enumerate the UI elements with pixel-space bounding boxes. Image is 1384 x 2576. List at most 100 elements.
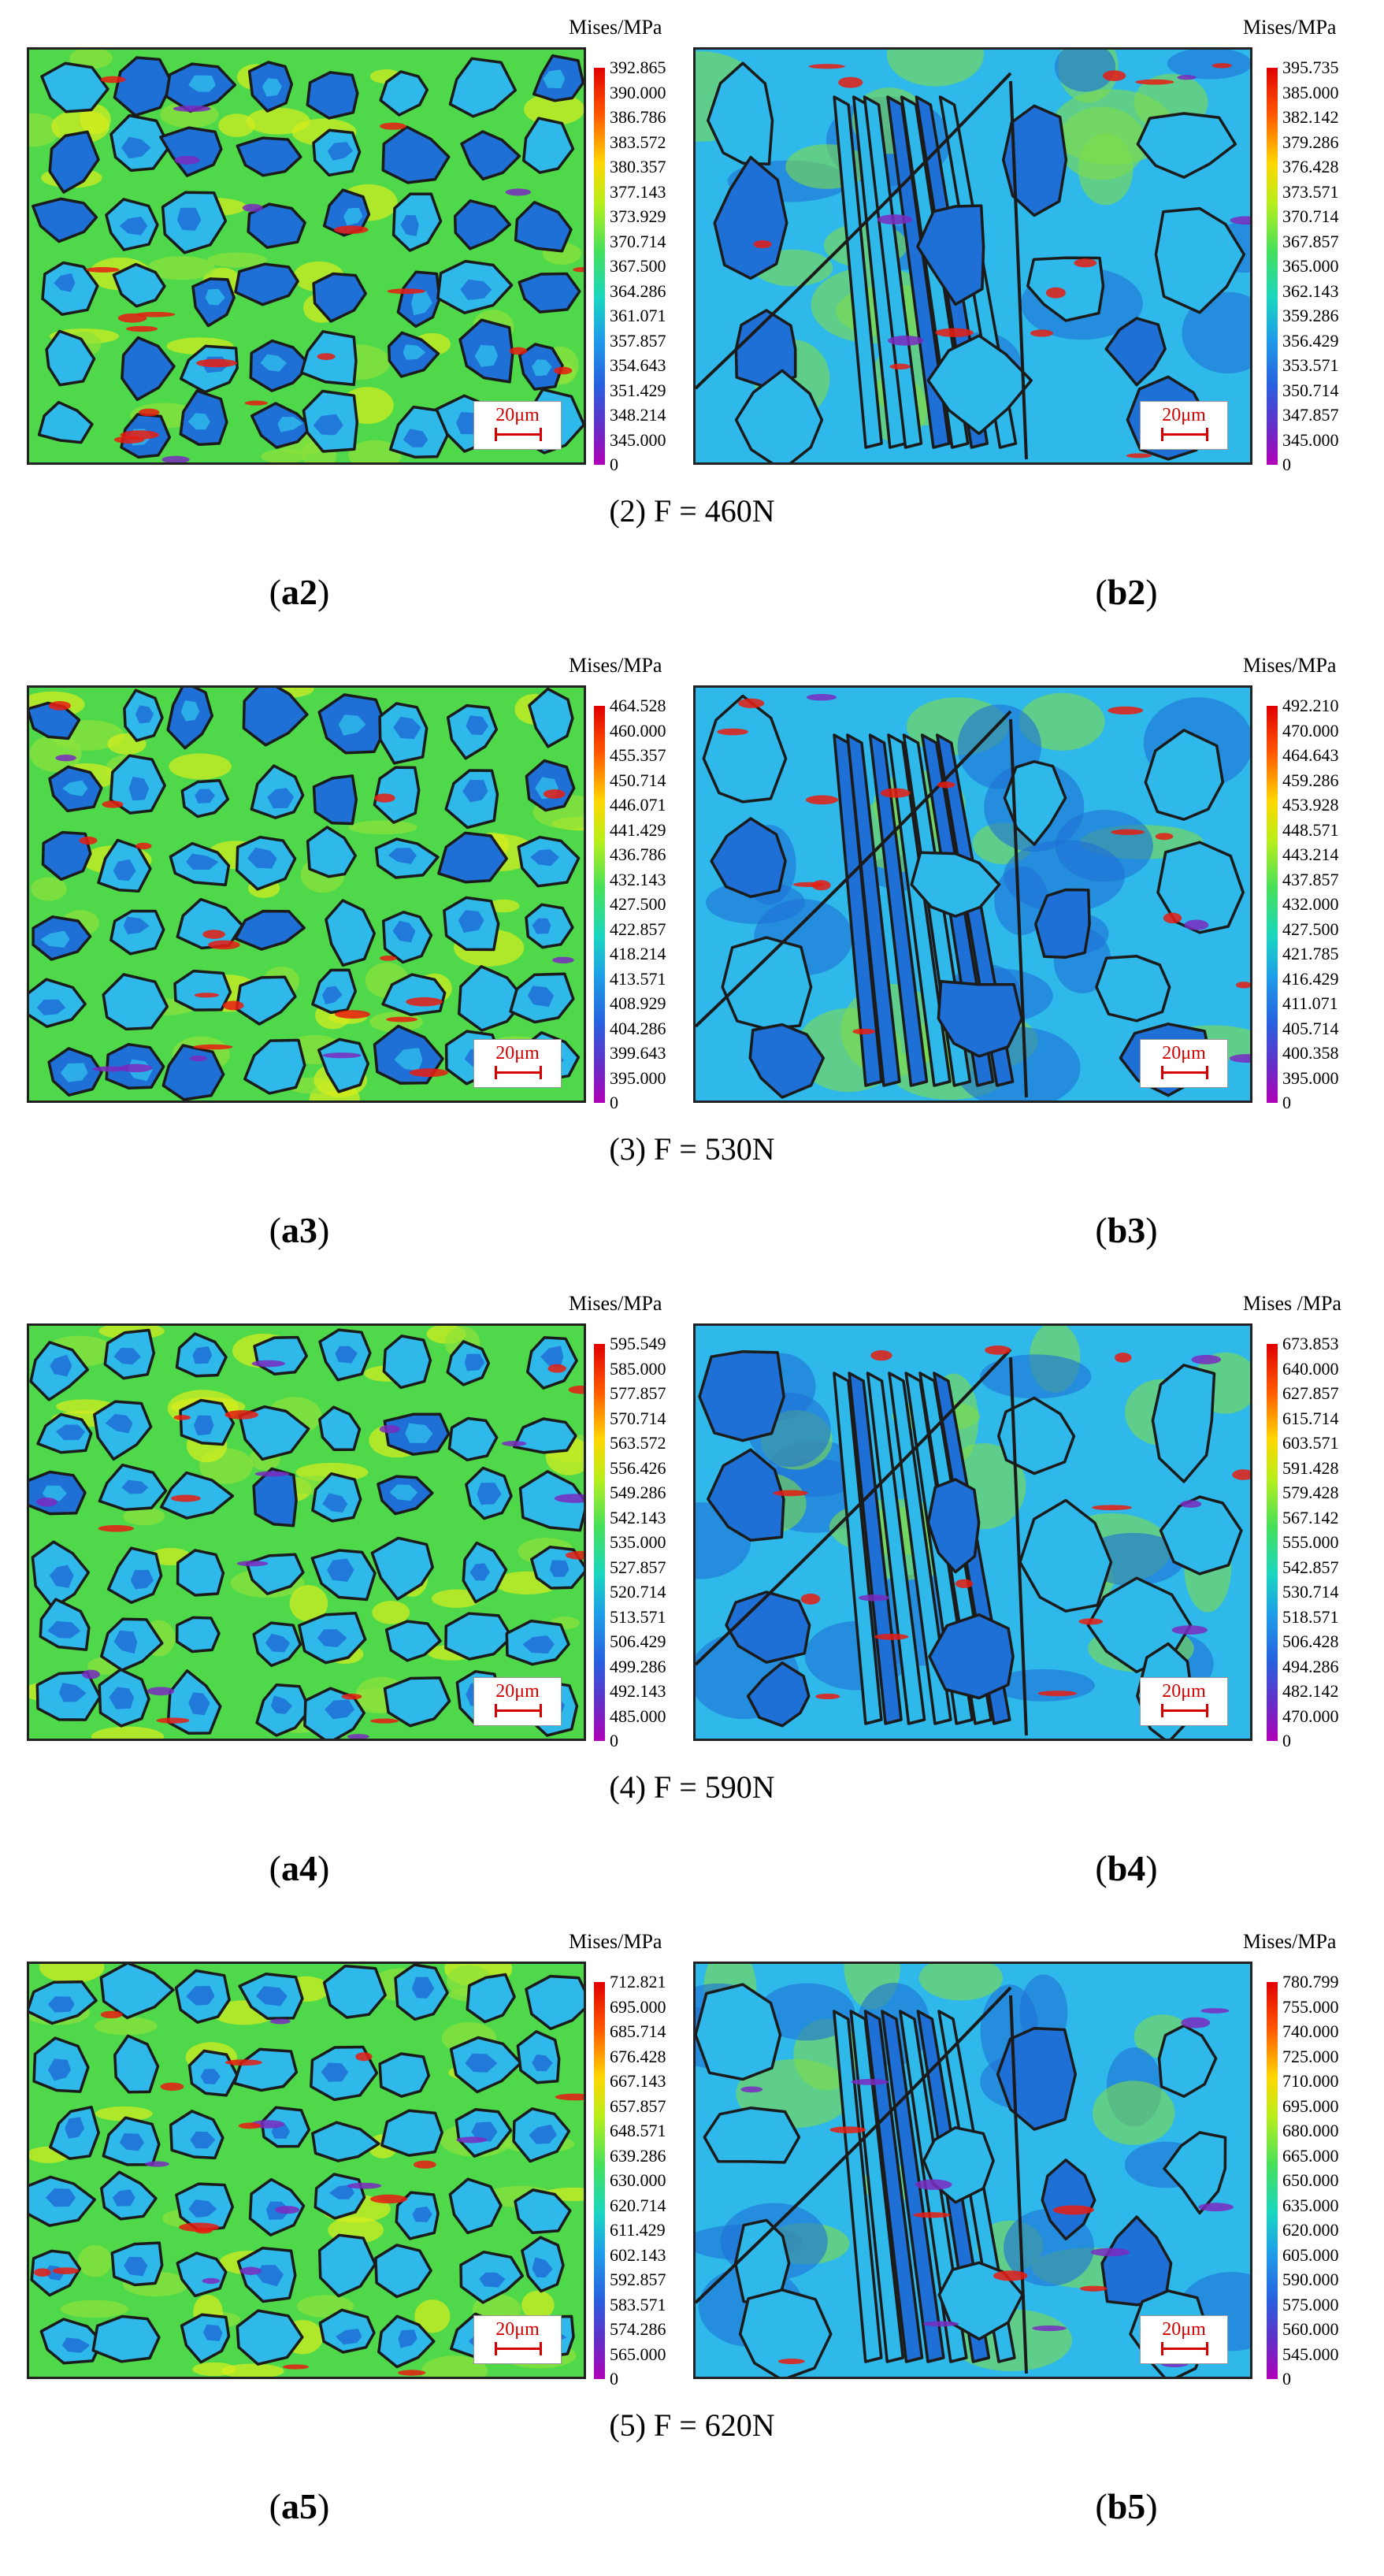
colorbar-tick-label: 411.071 bbox=[1282, 993, 1338, 1013]
colorbar-tick-label: 348.214 bbox=[610, 405, 666, 425]
colorbar-tick-label: 365.000 bbox=[1282, 256, 1339, 276]
scale-bar-b4: 20μm bbox=[1140, 1677, 1228, 1726]
colorbar-tick-label: 404.286 bbox=[610, 1018, 666, 1038]
colorbar-tick-label: 513.571 bbox=[610, 1606, 666, 1627]
colorbar-tick-label: 364.286 bbox=[610, 280, 666, 301]
colorbar-tick-label: 506.428 bbox=[1282, 1631, 1339, 1651]
colorbar-tick-label: 494.286 bbox=[1282, 1656, 1339, 1676]
colorbar-tick-label: 390.000 bbox=[610, 82, 666, 102]
stress-map-a5: 20μm bbox=[27, 1962, 586, 2379]
colorbar-tick-label: 0 bbox=[1282, 1731, 1291, 1750]
stress-map-b5: 20μm bbox=[693, 1962, 1252, 2379]
panel-label-a: (a5) bbox=[269, 2486, 330, 2526]
colorbar-tick-label: 373.929 bbox=[610, 206, 666, 226]
colorbar-tick-label: 542.857 bbox=[1282, 1557, 1339, 1577]
legend-title-a: Mises/MPa bbox=[569, 654, 662, 677]
colorbar-tick-label: 648.571 bbox=[610, 2121, 666, 2140]
colorbar-tick-label: 563.572 bbox=[610, 1433, 666, 1453]
colorbar-tick-label: 455.357 bbox=[610, 745, 666, 765]
colorbar-tick-label: 579.428 bbox=[1282, 1483, 1339, 1502]
colorbar-tick-label: 556.426 bbox=[610, 1457, 666, 1478]
colorbar-tick-label: 405.714 bbox=[1282, 1018, 1339, 1038]
colorbar-tick-label: 650.000 bbox=[1282, 2170, 1339, 2190]
stress-field-image bbox=[696, 1326, 1250, 1739]
colorbar-tick-label: 499.286 bbox=[610, 1656, 666, 1676]
scale-bar-b2: 20μm bbox=[1140, 401, 1228, 450]
colorbar-tick-label: 383.572 bbox=[610, 132, 666, 152]
colorbar-tick-label: 560.000 bbox=[1282, 2319, 1339, 2339]
stress-map-b3: 20μm bbox=[693, 685, 1252, 1103]
colorbar-tick-label: 615.714 bbox=[1282, 1408, 1339, 1428]
colorbar-tick-label: 432.143 bbox=[610, 869, 666, 889]
colorbar-tick-label: 345.000 bbox=[1282, 429, 1339, 450]
colorbar-ticks-a: 595.549 585.000 577.857 570.714 563.572 556.4… bbox=[610, 1335, 666, 1750]
colorbar-tick-label: 395.000 bbox=[1282, 1067, 1339, 1088]
colorbar-tick-label: 603.571 bbox=[1282, 1433, 1339, 1453]
scale-bar-label: 20μm bbox=[495, 2319, 540, 2340]
colorbar-tick-label: 635.000 bbox=[1282, 2195, 1339, 2215]
colorbar-a bbox=[594, 1982, 605, 2379]
scale-bar-line bbox=[1161, 1066, 1208, 1079]
colorbar-tick-label: 408.929 bbox=[610, 993, 666, 1013]
colorbar-ticks-b: 492.210 470.000 464.643 459.286 453.928 448.5… bbox=[1282, 697, 1339, 1112]
colorbar-tick-label: 347.857 bbox=[1282, 405, 1339, 425]
legend-title-a: Mises/MPa bbox=[569, 16, 662, 39]
colorbar-tick-label: 518.571 bbox=[1282, 1606, 1339, 1627]
stress-field-image bbox=[29, 1964, 584, 2377]
colorbar-tick-label: 602.143 bbox=[610, 2244, 666, 2265]
figure-row-3: 20μm 20μm Mises/MPa 464.528 460.000 455.357 45… bbox=[0, 638, 1384, 1268]
scale-bar-label: 20μm bbox=[1162, 1681, 1206, 1702]
panel-label-a: (a2) bbox=[269, 572, 330, 612]
colorbar-tick-label: 377.143 bbox=[610, 181, 666, 202]
row-caption: (2) F = 460N bbox=[609, 493, 775, 529]
colorbar-tick-label: 680.000 bbox=[1282, 2121, 1339, 2140]
stress-map-a2: 20μm bbox=[27, 47, 586, 465]
colorbar-tick-label: 574.286 bbox=[610, 2319, 666, 2339]
scale-bar-line bbox=[495, 1704, 542, 1717]
scale-bar-a2: 20μm bbox=[473, 401, 562, 450]
panel-label-b: (b5) bbox=[1095, 2486, 1158, 2526]
colorbar-tick-label: 0 bbox=[1282, 455, 1291, 474]
colorbar-tick-label: 380.357 bbox=[610, 157, 666, 176]
stress-map-b2: 20μm bbox=[693, 47, 1252, 465]
colorbar-tick-label: 357.857 bbox=[610, 330, 666, 351]
colorbar-tick-label: 450.714 bbox=[610, 770, 666, 790]
colorbar-tick-label: 712.821 bbox=[610, 1972, 666, 1991]
colorbar-tick-label: 583.571 bbox=[610, 2294, 666, 2314]
colorbar-tick-label: 395.000 bbox=[610, 1067, 666, 1088]
scale-bar-line bbox=[495, 2342, 542, 2355]
colorbar-tick-label: 376.428 bbox=[1282, 157, 1339, 176]
colorbar-tick-label: 506.429 bbox=[610, 1631, 666, 1651]
panel-label-a: (a4) bbox=[269, 1848, 330, 1888]
stress-field-image bbox=[29, 50, 584, 462]
colorbar-tick-label: 350.714 bbox=[1282, 380, 1339, 400]
colorbar-tick-label: 591.428 bbox=[1282, 1457, 1339, 1478]
colorbar-tick-label: 460.000 bbox=[610, 720, 666, 741]
colorbar-ticks-a: 464.528 460.000 455.357 450.714 446.071 441.4… bbox=[610, 697, 666, 1112]
panel-label-text: a3 bbox=[281, 1210, 317, 1250]
colorbar-b bbox=[1267, 68, 1278, 465]
colorbar-tick-label: 667.143 bbox=[610, 2071, 666, 2091]
stress-map-a4: 20μm bbox=[27, 1323, 586, 1741]
colorbar-tick-label: 361.071 bbox=[610, 306, 666, 325]
colorbar-tick-label: 755.000 bbox=[1282, 1996, 1339, 2017]
panel-label-text: b2 bbox=[1107, 572, 1146, 612]
colorbar-tick-label: 441.429 bbox=[610, 819, 666, 840]
colorbar-tick-label: 464.528 bbox=[610, 696, 666, 715]
scale-bar-label: 20μm bbox=[495, 405, 540, 425]
stress-field-image bbox=[696, 688, 1250, 1101]
colorbar-tick-label: 446.071 bbox=[610, 795, 666, 815]
colorbar-tick-label: 0 bbox=[610, 1093, 618, 1112]
colorbar-tick-label: 592.857 bbox=[610, 2270, 666, 2289]
scale-bar-label: 20μm bbox=[1162, 405, 1206, 425]
legend-title-a: Mises/MPa bbox=[569, 1930, 662, 1953]
colorbar-b bbox=[1267, 706, 1278, 1103]
colorbar-tick-label: 605.000 bbox=[1282, 2244, 1339, 2265]
colorbar-tick-label: 545.000 bbox=[1282, 2344, 1339, 2364]
row-caption: (5) F = 620N bbox=[609, 2407, 775, 2443]
colorbar-tick-label: 356.429 bbox=[1282, 330, 1339, 351]
scale-bar-label: 20μm bbox=[1162, 1043, 1206, 1063]
colorbar-tick-label: 590.000 bbox=[1282, 2270, 1339, 2289]
panel-label-b: (b4) bbox=[1095, 1848, 1158, 1888]
